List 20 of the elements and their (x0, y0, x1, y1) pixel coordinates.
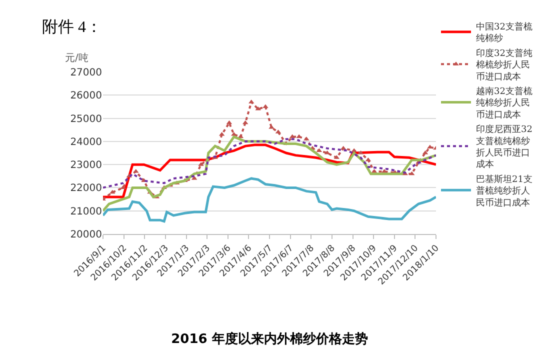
y-tick-label: 27000 (70, 68, 102, 78)
point (110, 190, 116, 194)
line-series (103, 138, 436, 189)
text: 2016 年度以来内外棉纱价格走势 (171, 331, 368, 347)
y-tick-label: 21000 (70, 206, 102, 218)
y-tick-label: 26000 (70, 90, 102, 102)
y-tick-label: 23000 (70, 160, 102, 172)
y-axis-title: 元/吨 (65, 52, 88, 64)
y-tick-label: 24000 (70, 136, 102, 148)
y-tick-label: 22000 (70, 183, 102, 194)
legend-label: 印度尼西亚32支普梳纯棉纱折人民币进口成本 (476, 124, 532, 170)
legend-label: 印度32支普纯棉梳纱折人民币进口成本 (476, 48, 532, 82)
legend-label: 巴基斯坦21支普梳纯纱折人民币进口成本 (476, 174, 532, 208)
legend-label: 中国32支普梳纯棉纱 (476, 22, 532, 44)
line-series (103, 177, 436, 223)
text: 附件 4： (42, 19, 102, 36)
y-tick-label: 25000 (70, 114, 102, 125)
legend-label: 越南32支普梳纯棉纱折人民币进口成本 (476, 86, 532, 120)
y-tick-label: 20000 (70, 230, 102, 240)
point (296, 134, 302, 138)
